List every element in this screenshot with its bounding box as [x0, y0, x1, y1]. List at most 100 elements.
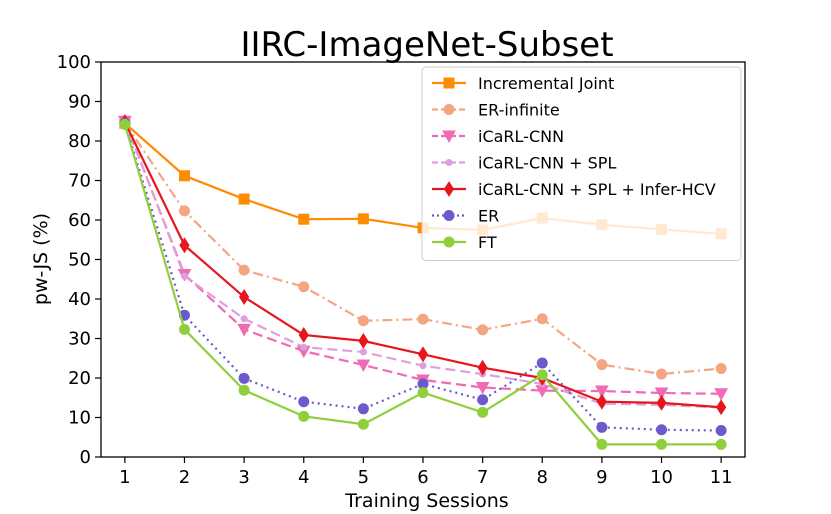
- x-tick-label-9: 9: [596, 467, 607, 488]
- data-point-icarl-cnn-10: [654, 387, 669, 401]
- legend-item-er: ER: [432, 207, 499, 226]
- x-tick-label-6: 6: [417, 467, 428, 488]
- legend-marker-icarl-cnn: [442, 130, 456, 144]
- data-point-icarl-cnn-spl-infer-hcv-7: [477, 359, 488, 376]
- data-point-icarl-cnn-spl-infer-hcv-10: [656, 394, 667, 411]
- legend: Incremental Joint ER-infinite iCaRL-CNN iCa…: [421, 66, 742, 261]
- legend-item-icarl-cnn-spl-infer-hcv: iCaRL-CNN + SPL + Infer-HCV: [432, 180, 716, 199]
- data-point-er-infinite-10: [656, 368, 668, 380]
- x-tick-label-10: 10: [650, 467, 673, 488]
- data-point-icarl-cnn-spl-infer-hcv-11: [716, 399, 727, 416]
- data-point-ft-6: [417, 387, 429, 399]
- legend-label-incremental-joint: Incremental Joint: [478, 74, 614, 93]
- data-point-icarl-cnn-3: [237, 323, 251, 337]
- data-point-icarl-cnn-spl-2: [180, 272, 188, 280]
- x-tick-label-8: 8: [537, 467, 548, 488]
- data-point-icarl-cnn-spl-infer-hcv-6: [417, 346, 429, 363]
- data-point-icarl-cnn-spl-infer-hcv-2: [179, 237, 190, 254]
- x-tick-label-1: 1: [119, 467, 130, 488]
- data-point-er-11: [715, 425, 727, 437]
- data-point-er-5: [357, 403, 369, 415]
- y-axis-ticks: 0 10 20 30 40 50 60 70 80 90 100: [57, 52, 101, 468]
- data-point-icarl-cnn-spl-infer-hcv-5: [358, 332, 369, 349]
- y-tick-label-60: 60: [68, 210, 91, 231]
- data-point-er-9: [596, 421, 608, 433]
- series-ft: [119, 118, 727, 450]
- data-point-er-infinite-4: [298, 281, 310, 293]
- y-tick-label-40: 40: [68, 289, 91, 310]
- y-tick-label-20: 20: [68, 368, 91, 389]
- data-point-icarl-cnn-spl-infer-hcv-9: [596, 393, 607, 410]
- x-axis-ticks: 1 2 3 4 5 6 7 8 9 10 11: [119, 457, 733, 488]
- legend-item-ft: FT: [432, 233, 497, 252]
- data-point-ft-10: [656, 438, 668, 450]
- data-point-er-infinite-6: [417, 313, 429, 325]
- x-tick-label-2: 2: [179, 467, 190, 488]
- data-point-er-3: [238, 372, 250, 384]
- data-point-ft-5: [357, 418, 369, 430]
- legend-label-icarl-cnn-spl-infer-hcv: iCaRL-CNN + SPL + Infer-HCV: [478, 180, 716, 199]
- legend-label-icarl-cnn-spl: iCaRL-CNN + SPL: [478, 154, 616, 173]
- x-tick-label-5: 5: [358, 467, 369, 488]
- data-point-ft-8: [536, 369, 548, 381]
- legend-label-ft: FT: [478, 233, 497, 252]
- x-axis-label: Training Sessions: [344, 490, 508, 512]
- x-tick-label-3: 3: [238, 467, 249, 488]
- data-point-icarl-cnn-spl-6: [419, 362, 427, 370]
- series-icarl-cnn-spl-infer-hcv: [119, 114, 727, 416]
- data-point-er-infinite-8: [536, 313, 548, 325]
- legend-marker-ft: [443, 236, 455, 248]
- data-point-er-infinite-11: [715, 363, 727, 375]
- data-point-ft-9: [596, 438, 608, 450]
- x-tick-label-7: 7: [477, 467, 488, 488]
- series-line-icarl-cnn: [123, 120, 722, 395]
- data-point-icarl-cnn-7: [475, 381, 490, 395]
- x-tick-label-4: 4: [298, 467, 309, 488]
- chart-title: IIRC-ImageNet-Subset: [240, 25, 613, 65]
- data-point-er-7: [477, 394, 489, 406]
- data-point-incremental-joint-2: [178, 170, 190, 182]
- y-tick-label-80: 80: [68, 131, 91, 152]
- data-point-er-8: [536, 357, 548, 369]
- legend-item-icarl-cnn: iCaRL-CNN: [432, 127, 564, 146]
- legend-label-er: ER: [478, 207, 499, 226]
- y-tick-label-10: 10: [68, 408, 91, 429]
- legend-marker-incremental-joint: [443, 77, 455, 89]
- data-point-icarl-cnn-spl-4: [300, 343, 308, 351]
- data-point-incremental-joint-5: [357, 213, 369, 225]
- y-axis-label: pw-JS (%): [30, 213, 52, 305]
- data-point-er-infinite-7: [477, 324, 489, 336]
- legend-label-icarl-cnn: iCaRL-CNN: [478, 127, 564, 146]
- data-point-ft-7: [477, 406, 489, 418]
- data-point-er-infinite-3: [238, 264, 250, 276]
- y-tick-label-70: 70: [68, 171, 91, 192]
- legend-item-icarl-cnn-spl: iCaRL-CNN + SPL: [432, 154, 616, 173]
- data-point-er-infinite-2: [178, 205, 190, 217]
- data-point-icarl-cnn-5: [356, 359, 371, 373]
- y-tick-label-50: 50: [68, 250, 91, 271]
- legend-marker-er-infinite: [443, 104, 455, 115]
- data-point-incremental-joint-4: [298, 213, 310, 225]
- legend-marker-icarl-cnn-spl: [445, 159, 453, 166]
- y-tick-label-0: 0: [80, 447, 91, 468]
- data-point-icarl-cnn-11: [714, 388, 728, 401]
- y-tick-label-90: 90: [68, 92, 91, 113]
- data-point-icarl-cnn-spl-infer-hcv-3: [239, 289, 250, 305]
- legend-marker-icarl-cnn-spl-infer-hcv: [443, 181, 455, 197]
- data-point-ft-11: [715, 438, 727, 450]
- data-point-ft-1: [119, 118, 131, 130]
- legend-marker-er: [443, 210, 455, 221]
- y-tick-label-100: 100: [57, 52, 91, 73]
- data-point-er-infinite-9: [596, 359, 608, 371]
- legend-item-er-infinite: ER-infinite: [432, 101, 560, 120]
- data-point-er-4: [298, 396, 310, 408]
- y-tick-label-30: 30: [68, 329, 91, 350]
- legend-label-er-infinite: ER-infinite: [478, 101, 560, 120]
- data-point-icarl-cnn-spl-infer-hcv-4: [298, 327, 309, 343]
- legend-box: [421, 66, 742, 261]
- series-line-er: [123, 122, 722, 432]
- data-point-ft-3: [238, 384, 250, 396]
- x-tick-label-11: 11: [710, 467, 733, 488]
- data-point-icarl-cnn-9: [595, 385, 609, 399]
